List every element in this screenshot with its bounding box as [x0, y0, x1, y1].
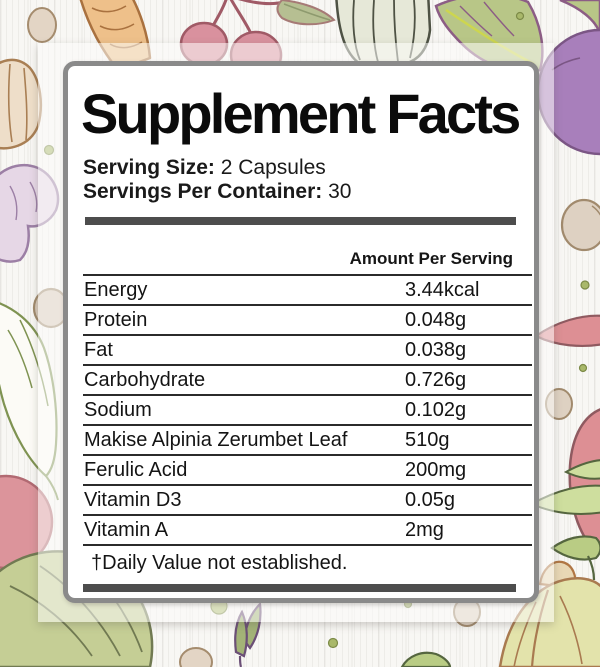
- green-stalks-illustration: [529, 459, 600, 581]
- nutrient-name: Vitamin D3: [84, 488, 182, 511]
- nutrient-amount: 0.038g: [405, 338, 467, 361]
- daily-value-footnote: †Daily Value not established.: [91, 552, 348, 574]
- nutrient-name: Protein: [84, 308, 148, 331]
- garlic-illustration: [0, 58, 42, 150]
- nutrient-name: Makise Alpinia Zerumbet Leaf: [84, 428, 348, 451]
- table-row: Energy 3.44kcal: [83, 274, 532, 304]
- table-row: Vitamin A 2mg: [83, 514, 532, 544]
- nutrient-name: Fat: [84, 338, 113, 361]
- nutrient-amount: 0.048g: [405, 308, 467, 331]
- serving-size-line: Serving Size: 2 Capsules: [83, 156, 532, 180]
- nutrient-amount: 510g: [405, 428, 450, 451]
- supplement-facts-panel: Supplement Facts Serving Size: 2 Capsule…: [63, 61, 539, 603]
- top-divider-bar: [85, 217, 516, 225]
- green-blob-illustration: [400, 651, 452, 667]
- table-row: Ferulic Acid 200mg: [83, 454, 532, 484]
- nutrient-amount: 200mg: [405, 458, 467, 481]
- panel-content: Supplement Facts Serving Size: 2 Capsule…: [81, 82, 532, 592]
- nutrient-amount: 0.726g: [405, 368, 467, 391]
- cherry-leaf-illustration: [276, 0, 336, 26]
- potato-egg-illustration: [27, 7, 57, 43]
- table-row: Carbohydrate 0.726g: [83, 364, 532, 394]
- tomato-illustration: [568, 408, 600, 552]
- nutrient-amount: 3.44kcal: [405, 278, 480, 301]
- potato-egg-illustration: [560, 198, 600, 252]
- nutrient-name: Carbohydrate: [84, 368, 206, 391]
- nutrition-table: Energy 3.44kcal Protein 0.048g Fat 0.038g C…: [83, 274, 532, 546]
- table-row: Sodium 0.102g: [83, 394, 532, 424]
- nutrient-amount: 0.102g: [405, 398, 467, 421]
- serving-info: Serving Size: 2 Capsules Servings Per Co…: [83, 156, 532, 203]
- panel-title: Supplement Facts: [81, 82, 521, 145]
- servings-per-container-label: Servings Per Container:: [83, 179, 323, 203]
- table-row: Fat 0.038g: [83, 334, 532, 364]
- amount-per-serving-header: Amount Per Serving: [349, 249, 513, 268]
- nutrient-name: Vitamin A: [84, 518, 169, 541]
- nutrient-amount: 2mg: [405, 518, 444, 541]
- servings-per-container-value: 30: [322, 179, 352, 203]
- bottom-divider-bar: [83, 584, 516, 592]
- nutrient-name: Ferulic Acid: [84, 458, 188, 481]
- nutrient-name: Energy: [84, 278, 148, 301]
- table-row: Makise Alpinia Zerumbet Leaf 510g: [83, 424, 532, 454]
- serving-size-value: 2 Capsules: [214, 156, 326, 179]
- serving-size-label: Serving Size:: [83, 156, 215, 179]
- table-row: Protein 0.048g: [83, 304, 532, 334]
- servings-per-container-line: Servings Per Container: 30: [83, 180, 532, 204]
- nutrient-amount: 0.05g: [405, 488, 456, 511]
- nutrient-name: Sodium: [84, 398, 152, 421]
- table-row: Vitamin D3 0.05g: [83, 484, 532, 514]
